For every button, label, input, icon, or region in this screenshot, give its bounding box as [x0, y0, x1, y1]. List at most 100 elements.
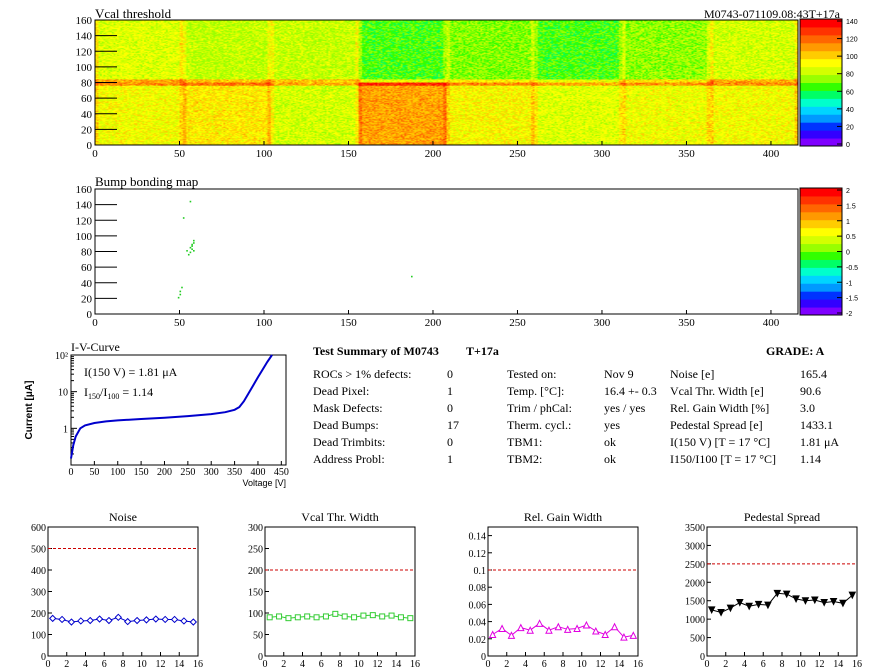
- x-tick-label: 8: [780, 659, 785, 670]
- y-tick-label: 140: [76, 31, 93, 43]
- data-point: [801, 597, 810, 605]
- x-tick-label: 16: [852, 659, 862, 670]
- dead-bump-point: [187, 253, 190, 256]
- y-tick-label: 20: [81, 124, 93, 136]
- y-tick-label: 80: [81, 78, 93, 90]
- x-tick-label: 0: [46, 659, 51, 670]
- colorbar-label: 140: [846, 19, 858, 26]
- data-point: [717, 609, 725, 617]
- data-point: [133, 616, 141, 625]
- grade: GRADE: A: [766, 344, 825, 358]
- summary-value: 1: [447, 452, 453, 466]
- rel-gain-width-plot: Rel. Gain Width 0 2 4 6 8 10 12 14 16 0 0.02 0.04 0.0…: [469, 510, 644, 670]
- y-tick-label: 1500: [685, 597, 705, 608]
- summary-value: ok: [604, 435, 616, 449]
- x-tick-label: 4: [300, 659, 305, 670]
- y-tick-label: 0: [41, 652, 46, 663]
- x-tick-label: 6: [542, 659, 547, 670]
- vcal-threshold-heatmap: [95, 20, 798, 145]
- y-tick-label: 100: [31, 631, 46, 642]
- x-tick-label: 200: [157, 467, 172, 478]
- x-tick-label: 200: [425, 148, 442, 160]
- summary-value: 0: [447, 367, 453, 381]
- x-tick-label: 400: [763, 317, 780, 329]
- iv-annotation-current: I(150 V) = 1.81 μA: [84, 365, 178, 379]
- y-tick-label: 100: [248, 609, 263, 620]
- x-tick-label: 8: [121, 659, 126, 670]
- x-tick-label: 0: [263, 659, 268, 670]
- summary-label: Rel. Gain Width [%]: [670, 401, 770, 415]
- x-tick-label: 14: [614, 659, 624, 670]
- data-point: [379, 613, 386, 620]
- data-point: [332, 610, 339, 617]
- bump-title: Bump bonding map: [95, 174, 198, 189]
- x-tick-label: 200: [425, 317, 442, 329]
- noise-plot: Noise 0 2 4 6 8 10 12 14 16 0 100 200 300 400 500 600: [31, 510, 203, 670]
- summary-label: Noise [e]: [670, 367, 715, 381]
- data-point: [294, 614, 301, 621]
- data-point: [285, 615, 292, 622]
- colorbar-label: -1: [846, 280, 852, 287]
- colorbar-segment: [800, 203, 842, 213]
- colorbar-label: 80: [846, 72, 854, 79]
- y-tick-label: 0: [87, 140, 93, 152]
- data-point: [313, 614, 320, 621]
- colorbar-segment: [800, 122, 842, 131]
- colorbar-segment: [800, 275, 842, 284]
- x-tick-label: 350: [227, 467, 242, 478]
- y-tick-label: 500: [31, 545, 46, 556]
- y-tick-label: 150: [248, 588, 263, 599]
- x-tick-label: 10: [796, 659, 806, 670]
- data-point: [573, 624, 581, 632]
- colorbar-label: 0: [846, 250, 850, 257]
- colorbar-segment: [800, 283, 842, 292]
- x-tick-label: 100: [256, 317, 273, 329]
- colorbar-segment: [800, 82, 842, 91]
- x-tick-label: 350: [678, 148, 695, 160]
- colorbar-segment: [800, 307, 842, 316]
- dead-bump-point: [179, 293, 182, 296]
- x-tick-label: 14: [391, 659, 401, 670]
- y-tick-label: 60: [81, 262, 93, 274]
- y-tick-label: 50: [253, 631, 263, 642]
- summary-value: yes: [604, 418, 620, 432]
- data-point: [764, 601, 772, 610]
- y-tick-label: 250: [248, 545, 263, 556]
- data-point: [266, 614, 273, 621]
- iv-curve-plot: I-V-Curve 0 50 100 150 200 250 300 350 400 450 1 10 1…: [24, 340, 289, 488]
- module-tag: M0743-071109.08:43T+17a: [704, 7, 841, 21]
- plot-title: Noise: [109, 510, 137, 524]
- summary-value: 90.6: [800, 384, 821, 398]
- iv-xlabel: Voltage [V]: [242, 478, 286, 488]
- x-tick-label: 100: [110, 467, 125, 478]
- x-tick-label: 450: [274, 467, 289, 478]
- x-tick-label: 12: [373, 659, 383, 670]
- map-title: Vcal threshold: [95, 6, 172, 21]
- y-tick-label: 200: [248, 566, 263, 577]
- dead-bump-point: [177, 296, 180, 299]
- x-tick-label: 250: [509, 148, 526, 160]
- x-tick-label: 4: [523, 659, 528, 670]
- series-line: [269, 613, 411, 619]
- colorbar-segment: [800, 106, 842, 115]
- dead-bump-point: [191, 243, 193, 246]
- summary-label: I150/I100 [T = 17 °C]: [670, 452, 777, 466]
- colorbar-frame: [799, 18, 843, 147]
- bump-bonding-colorbar: -2 -1.5 -1 -0.5 0 0.5 1 1.5 2: [799, 187, 858, 318]
- colorbar-segment: [800, 50, 842, 60]
- data-point: [736, 599, 744, 607]
- data-point: [388, 612, 395, 619]
- y-tick-label: 40: [81, 109, 93, 121]
- colorbar-segment: [800, 74, 842, 83]
- data-point: [526, 626, 534, 634]
- data-point: [782, 590, 791, 599]
- x-tick-label: 16: [410, 659, 420, 670]
- data-point: [773, 589, 782, 598]
- data-point: [58, 615, 66, 624]
- x-tick-label: 4: [83, 659, 88, 670]
- x-tick-label: 150: [340, 317, 357, 329]
- dead-bump-point: [193, 239, 195, 242]
- plot-title: Pedestal Spread: [744, 510, 820, 524]
- data-point: [582, 620, 591, 629]
